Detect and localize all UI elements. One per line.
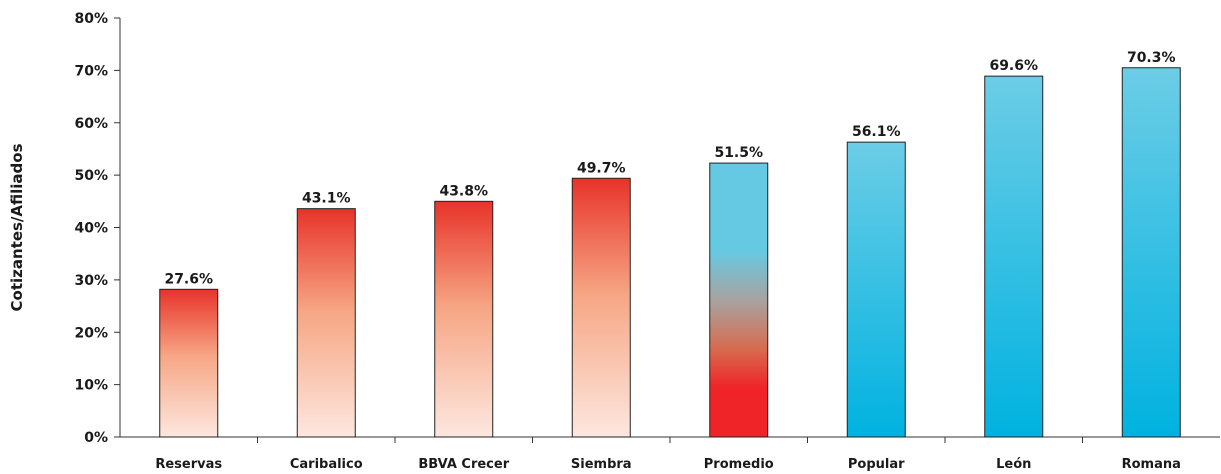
value-label: 43.1% <box>302 191 351 207</box>
value-label: 49.7% <box>577 160 626 176</box>
y-tick-label: 70% <box>74 63 108 79</box>
bar-reservas <box>159 288 219 438</box>
y-tick-label: 40% <box>74 221 108 237</box>
bars <box>159 67 1181 438</box>
category-label: Promedio <box>704 457 774 472</box>
y-tick-label: 50% <box>74 168 108 184</box>
value-label: 69.6% <box>989 58 1038 74</box>
value-label: 27.6% <box>164 271 213 287</box>
category-label: Popular <box>848 457 905 472</box>
category-label: Romana <box>1122 457 1181 472</box>
category-label: BBVA Crecer <box>418 457 509 472</box>
bar-romana <box>1121 67 1181 438</box>
bar-popular <box>846 141 906 438</box>
bar-le-n <box>984 75 1044 438</box>
value-label: 51.5% <box>714 145 763 161</box>
bar-promedio <box>709 162 769 438</box>
bar-bbva-crecer <box>434 200 494 438</box>
y-axis-title: Cotizantes/Afiliados <box>8 143 26 311</box>
value-label: 43.8% <box>439 183 488 199</box>
category-label: Reservas <box>155 457 222 472</box>
category-label: Siembra <box>571 457 632 472</box>
y-tick-label: 80% <box>74 11 108 27</box>
value-label: 70.3% <box>1127 50 1176 66</box>
y-tick-label: 20% <box>74 325 108 341</box>
labels: 27.6% Reservas 43.1% Caribalico 43.8% BBVA Cr… <box>155 50 1181 472</box>
y-tick-label: 30% <box>74 273 108 289</box>
value-label: 56.1% <box>852 124 901 140</box>
bar-caribalico <box>296 208 356 438</box>
y-tick-label: 0% <box>84 430 108 446</box>
bar-siembra <box>571 177 631 438</box>
y-tick-label: 60% <box>74 116 108 132</box>
category-label: León <box>996 457 1031 472</box>
y-tick-label: 10% <box>74 378 108 394</box>
category-label: Caribalico <box>290 457 363 472</box>
